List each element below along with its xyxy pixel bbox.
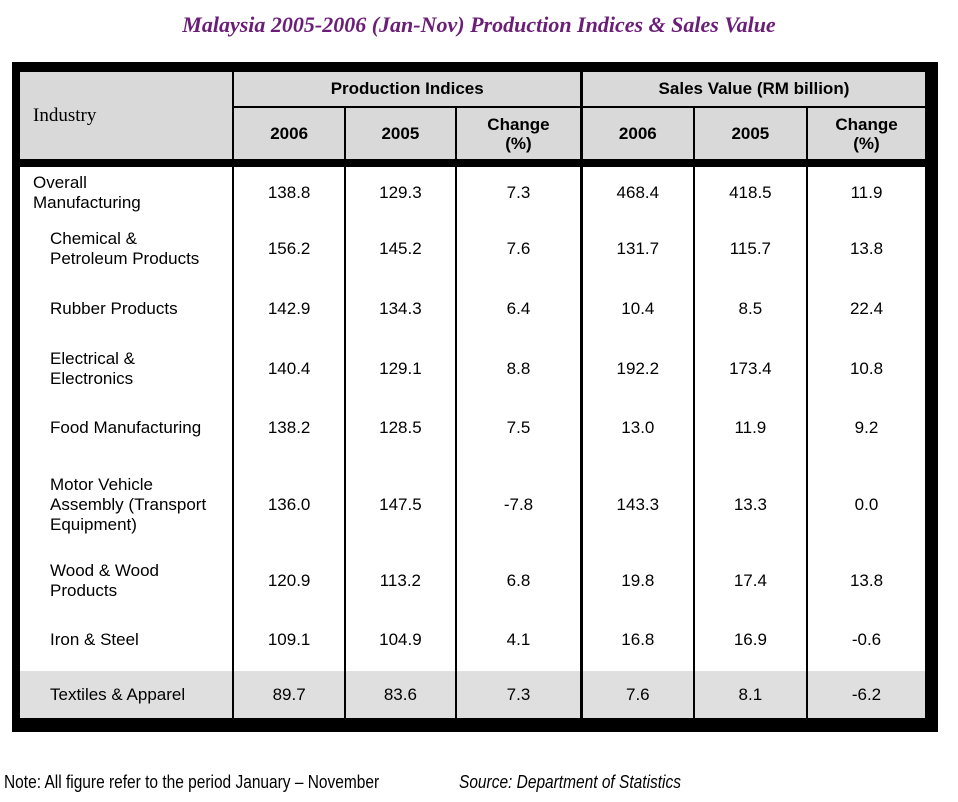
- table-row: Rubber Products 142.9 134.3 6.4 10.4 8.5…: [16, 279, 932, 339]
- value-cell: 4.1: [455, 609, 582, 671]
- table-row: Motor Vehicle Assembly (Transport Equipm…: [16, 457, 932, 553]
- value-cell: 13.8: [806, 553, 932, 609]
- subheader-sv-2005: 2005: [692, 107, 807, 167]
- subheader-sv-change-label: Change (%): [835, 114, 898, 153]
- value-cell: 143.3: [579, 457, 694, 553]
- source-note: Source: Department of Statistics: [459, 772, 681, 792]
- value-cell: 104.9: [343, 609, 457, 671]
- value-cell: -6.2: [806, 671, 932, 725]
- group-header-row: Industry Production Indices Sales Value …: [16, 67, 932, 167]
- value-cell: 89.7: [232, 671, 345, 725]
- production-sales-table: Industry Production Indices Sales Value …: [12, 62, 938, 732]
- value-cell: 10.4: [579, 279, 694, 339]
- table-row: Chemical & Petroleum Products 156.2 145.…: [16, 219, 932, 279]
- value-cell: 120.9: [232, 553, 345, 609]
- industry-label: Motor Vehicle Assembly (Transport Equipm…: [50, 475, 207, 534]
- value-cell: 6.8: [455, 553, 582, 609]
- table-row: Overall Manufacturing 138.8 129.3 7.3 46…: [16, 163, 932, 219]
- value-cell: 0.0: [806, 457, 932, 553]
- value-cell: 11.9: [806, 163, 932, 219]
- value-cell: 7.5: [455, 399, 582, 457]
- value-cell: 19.8: [579, 553, 694, 609]
- group-header-production-indices: Production Indices: [232, 67, 582, 108]
- sub-header-row: 2006 2005 Change (%) 2006 2005 Change (%…: [16, 107, 932, 167]
- value-cell: 113.2: [343, 553, 457, 609]
- value-cell: 138.8: [232, 163, 345, 219]
- value-cell: 13.8: [806, 219, 932, 279]
- value-cell: 418.5: [692, 163, 807, 219]
- table-row: Iron & Steel 109.1 104.9 4.1 16.8 16.9 -…: [16, 609, 932, 671]
- industry-label: Chemical & Petroleum Products: [50, 229, 200, 268]
- industry-label: Rubber Products: [50, 299, 178, 318]
- table-row: Electrical & Electronics 140.4 129.1 8.8…: [16, 339, 932, 399]
- value-cell: -7.8: [455, 457, 582, 553]
- value-cell: 7.3: [455, 671, 582, 725]
- footnote: Note: All figure refer to the period Jan…: [4, 772, 380, 792]
- table-row-highlighted: Textiles & Apparel 89.7 83.6 7.3 7.6 8.1…: [16, 671, 932, 725]
- table-row: Food Manufacturing 138.2 128.5 7.5 13.0 …: [16, 399, 932, 457]
- subheader-pi-change-label: Change (%): [487, 114, 550, 153]
- value-cell: 13.3: [692, 457, 807, 553]
- value-cell: 129.3: [343, 163, 457, 219]
- subheader-pi-2005: 2005: [343, 107, 457, 167]
- subheader-pi-change: Change (%): [455, 107, 582, 167]
- value-cell: 173.4: [692, 339, 807, 399]
- value-cell: 16.9: [692, 609, 807, 671]
- industry-label: Iron & Steel: [50, 630, 139, 649]
- value-cell: 8.1: [692, 671, 807, 725]
- value-cell: 468.4: [579, 163, 694, 219]
- value-cell: 7.6: [579, 671, 694, 725]
- value-cell: 9.2: [806, 399, 932, 457]
- value-cell: 11.9: [692, 399, 807, 457]
- value-cell: 13.0: [579, 399, 694, 457]
- value-cell: 17.4: [692, 553, 807, 609]
- value-cell: 8.5: [692, 279, 807, 339]
- value-cell: 8.8: [455, 339, 582, 399]
- value-cell: 7.3: [455, 163, 582, 219]
- value-cell: 192.2: [579, 339, 694, 399]
- subheader-sv-2006: 2006: [579, 107, 694, 167]
- value-cell: 115.7: [692, 219, 807, 279]
- value-cell: 109.1: [232, 609, 345, 671]
- value-cell: 156.2: [232, 219, 345, 279]
- value-cell: 147.5: [343, 457, 457, 553]
- industry-label: Wood & Wood Products: [50, 561, 159, 600]
- value-cell: 129.1: [343, 339, 457, 399]
- value-cell: 7.6: [455, 219, 582, 279]
- industry-label: Textiles & Apparel: [50, 684, 186, 704]
- industry-label: Overall Manufacturing: [33, 173, 141, 212]
- subheader-pi-2006: 2006: [232, 107, 345, 167]
- value-cell: 16.8: [579, 609, 694, 671]
- page-title: Malaysia 2005-2006 (Jan-Nov) Production …: [182, 12, 776, 37]
- corner-header-industry: Industry: [16, 67, 234, 167]
- value-cell: 134.3: [343, 279, 457, 339]
- value-cell: 10.8: [806, 339, 932, 399]
- subheader-sv-change: Change (%): [806, 107, 932, 167]
- value-cell: 140.4: [232, 339, 345, 399]
- industry-label: Electrical & Electronics: [50, 349, 136, 388]
- industry-label: Food Manufacturing: [50, 418, 202, 437]
- value-cell: 6.4: [455, 279, 582, 339]
- value-cell: -0.6: [806, 609, 932, 671]
- value-cell: 22.4: [806, 279, 932, 339]
- value-cell: 138.2: [232, 399, 345, 457]
- table-row: Wood & Wood Products 120.9 113.2 6.8 19.…: [16, 553, 932, 609]
- value-cell: 142.9: [232, 279, 345, 339]
- value-cell: 128.5: [343, 399, 457, 457]
- group-header-sales-value: Sales Value (RM billion): [579, 67, 932, 108]
- value-cell: 136.0: [232, 457, 345, 553]
- value-cell: 83.6: [343, 671, 457, 725]
- value-cell: 131.7: [579, 219, 694, 279]
- value-cell: 145.2: [343, 219, 457, 279]
